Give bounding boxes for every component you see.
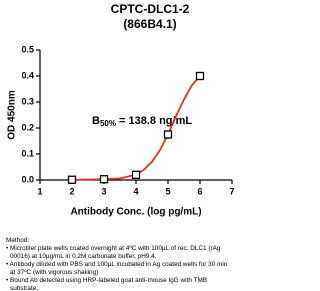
x-tick-label: 3 (101, 186, 106, 196)
y-tick-label: 0.1 (21, 148, 34, 158)
method-line: • Antibody diluted with PBS and 100µL in… (6, 261, 228, 268)
y-axis-label: OD 450nm (7, 90, 18, 140)
x-tick-label: 7 (229, 186, 234, 196)
method-line: substrate. (10, 285, 38, 291)
x-axis-label: Antibody Conc. (log pg/mL) (70, 207, 201, 218)
x-tick-label: 6 (197, 186, 202, 196)
y-tick-label: 0.2 (21, 122, 34, 132)
data-point (163, 130, 173, 139)
annotation-sub: 50% (100, 119, 116, 128)
x-tick-label: 4 (133, 186, 138, 196)
chart-subtitle: (866B4.1) (123, 17, 176, 31)
x-tick-label: 1 (37, 186, 42, 196)
y-tick-label: 0.5 (21, 44, 34, 54)
annotation-rest: = 138.8 ng/mL (116, 115, 192, 127)
x-tick-label: 5 (165, 186, 170, 196)
y-tick-label: 0.4 (21, 70, 34, 80)
method-line: 00016) at 10µg/mL in 0.2M carbonate buff… (10, 253, 157, 260)
chart-title: CPTC-DLC1-2 (111, 2, 190, 16)
data-point (195, 71, 205, 81)
data-point (99, 175, 109, 184)
annotation-main: B (92, 115, 100, 127)
method-line: • Microtiter plate wells coated overnigh… (6, 245, 221, 252)
annotation: B50% = 138.8 ng/mL (92, 115, 192, 128)
y-tick-label: 0.0 (21, 174, 34, 184)
chart: CPTC-DLC1-2 (866B4.1) Antibody Conc. (lo… (6, 2, 235, 291)
data-point (131, 170, 141, 179)
data-point (67, 175, 77, 184)
x-tick-label: 2 (69, 186, 74, 196)
fit-curve (71, 75, 201, 181)
method-line: at 37ºC (with vigorous shaking) (10, 269, 98, 276)
method-heading: Method: (6, 237, 29, 244)
y-tick-label: 0.3 (21, 96, 34, 106)
method-line: • Bound Ab detected using HRP-labeled go… (6, 277, 207, 284)
